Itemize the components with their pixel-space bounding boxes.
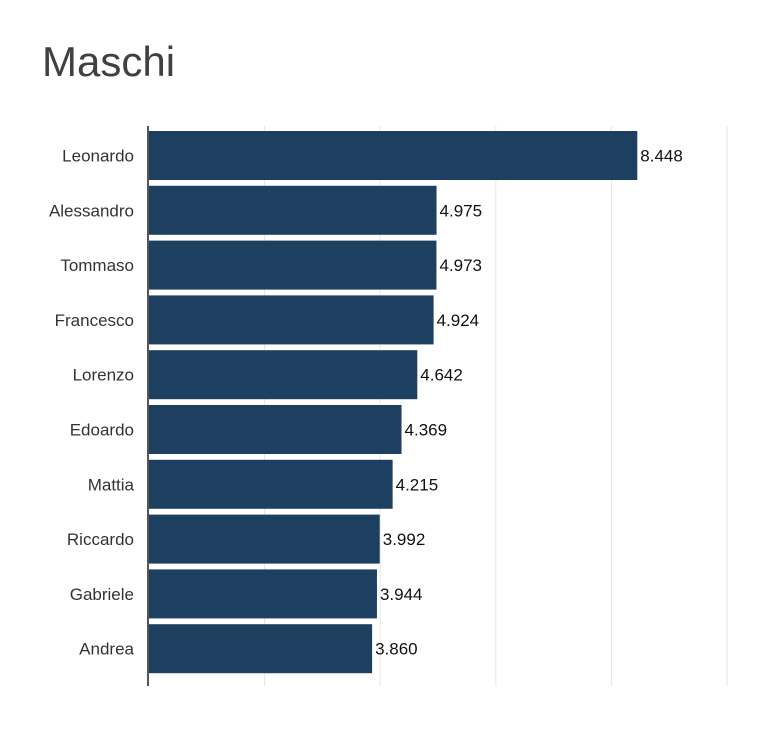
bar-alessandro [149,185,437,235]
category-label: Francesco [55,311,134,330]
bar-mattia [149,459,393,509]
value-labels: 8.448 4.975 4.973 4.924 4.642 4.369 4.215 3.992… [375,147,683,659]
value-label: 3.944 [380,585,423,604]
bar-gabriele [149,569,377,619]
category-labels: Leonardo Alessandro Tommaso Francesco Lorenz… [49,147,135,659]
category-label: Gabriele [70,585,134,604]
category-label: Lorenzo [73,366,134,385]
bar-francesco [149,295,434,345]
value-label: 4.973 [439,256,482,275]
bars [149,131,638,674]
bar-andrea [149,624,373,674]
chart-title: Maschi [42,38,176,85]
category-label: Andrea [79,640,134,659]
bar-lorenzo [149,350,418,400]
category-label: Mattia [88,475,135,494]
bar-riccardo [149,514,380,564]
value-label: 4.924 [437,311,480,330]
category-label: Riccardo [67,530,134,549]
category-label: Alessandro [49,201,134,220]
value-label: 4.369 [405,421,448,440]
value-label: 3.992 [383,530,426,549]
bar-edoardo [149,405,402,454]
value-label: 4.975 [440,201,483,220]
value-label: 3.860 [375,640,418,659]
bar-leonardo [149,131,638,180]
category-label: Leonardo [62,147,134,166]
value-label: 4.215 [396,475,439,494]
value-label: 4.642 [420,366,463,385]
bar-tommaso [149,240,437,290]
category-label: Tommaso [60,256,134,275]
value-label: 8.448 [640,147,683,166]
category-label: Edoardo [70,421,134,440]
